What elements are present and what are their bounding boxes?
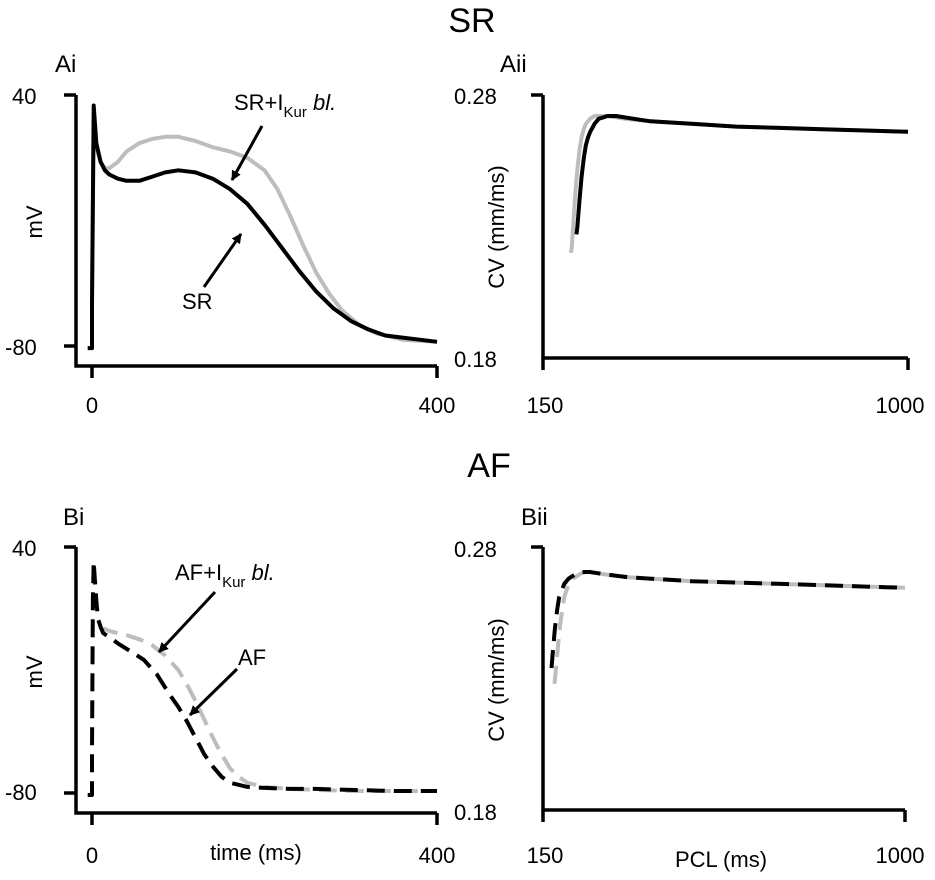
ai-xtick-left: 0 — [86, 393, 98, 418]
ai-series-control-line — [87, 103, 438, 351]
ai-arrow-blocked — [230, 125, 264, 181]
ai-series-blocked-line — [87, 118, 438, 351]
section-title-sr: SR — [448, 2, 495, 40]
panel-label-ai: Ai — [55, 51, 76, 78]
ai-ytick-top: 40 — [12, 84, 36, 109]
bi-annotation-control: AF — [238, 645, 266, 670]
ai-annotation-blocked-sub: Kur — [284, 104, 307, 121]
ai-ytick-bottom: -80 — [5, 335, 37, 360]
section-title-af: AF — [467, 447, 510, 485]
bi-ytick-top: 40 — [12, 536, 36, 561]
panel-bii: Bii 0.28 0.18 CV (mm/ms) 150 1000 PCL (m… — [454, 504, 924, 872]
bii-ytick-top: 0.28 — [454, 537, 497, 562]
bii-xtick-left: 150 — [527, 843, 564, 868]
bi-series-control-line — [87, 559, 437, 797]
panel-ai: Ai 40 -80 mV 0 400 SR+IKur bl. SR — [5, 51, 455, 418]
aii-series-control-line — [574, 114, 909, 235]
bi-annotation-blocked-italic: bl. — [245, 560, 274, 585]
aii-ylabel: CV (mm/ms) — [484, 165, 509, 288]
panel-label-aii: Aii — [500, 51, 527, 78]
bi-ylabel: mV — [22, 655, 47, 688]
aii-xtick-left: 150 — [527, 393, 564, 418]
panel-bi: Bi 40 -80 mV 0 400 time (ms) AF+IKur bl.… — [5, 504, 455, 868]
aii-series-group — [568, 114, 909, 254]
aii-ytick-bottom: 0.18 — [454, 347, 497, 372]
bi-axes — [74, 547, 437, 815]
ai-arrow-control — [202, 233, 243, 288]
ai-series-group — [87, 103, 438, 351]
bi-ytick-bottom: -80 — [5, 780, 37, 805]
ai-ylabel: mV — [22, 205, 47, 238]
ai-annotation-control: SR — [182, 289, 213, 314]
ai-axes — [74, 95, 437, 368]
bi-xtick-left: 0 — [86, 843, 98, 868]
bi-arrow-blocked — [157, 590, 217, 654]
ai-annotation-blocked-italic: bl. — [307, 90, 336, 115]
bi-xlabel: time (ms) — [210, 840, 302, 865]
bii-ytick-bottom: 0.18 — [454, 800, 497, 825]
panel-label-bi: Bi — [63, 504, 84, 531]
bii-series-group — [549, 570, 906, 684]
bi-annotation-blocked: AF+IKur bl. — [175, 560, 275, 591]
bii-ylabel: CV (mm/ms) — [484, 618, 509, 741]
aii-ytick-top: 0.28 — [454, 84, 497, 109]
bi-series-group — [87, 559, 437, 797]
bi-xtick-right: 400 — [419, 843, 456, 868]
bi-annotation-blocked-sub: Kur — [222, 574, 245, 591]
ai-xtick-right: 400 — [419, 393, 456, 418]
aii-series-blocked-line — [568, 114, 909, 254]
bii-xlabel: PCL (ms) — [675, 847, 767, 872]
bii-series-control-line — [549, 570, 906, 669]
bii-xtick-right: 1000 — [876, 843, 925, 868]
aii-axes — [541, 95, 908, 360]
panel-aii: Aii 0.28 0.18 CV (mm/ms) 150 1000 — [454, 51, 924, 418]
bi-arrow-control — [188, 667, 239, 717]
bii-series-blocked-line — [552, 570, 906, 684]
ai-annotation-blocked: SR+IKur bl. — [234, 90, 336, 121]
panel-label-bii: Bii — [521, 504, 548, 531]
aii-xtick-right: 1000 — [876, 393, 925, 418]
bi-series-blocked-line — [99, 627, 437, 793]
